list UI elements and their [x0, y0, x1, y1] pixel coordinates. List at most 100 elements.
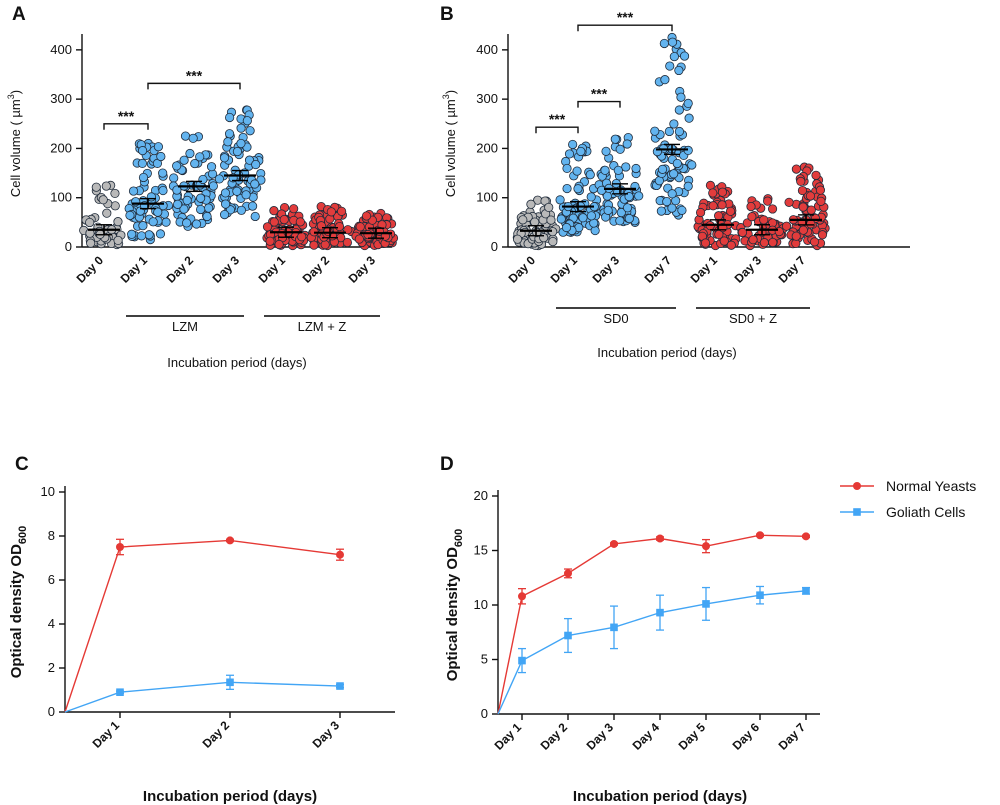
- data-point: [562, 183, 572, 194]
- data-point: [202, 211, 212, 222]
- significance-bracket: [103, 123, 149, 130]
- data-point: [622, 139, 632, 149]
- data-point: [708, 188, 718, 198]
- data-point: [674, 126, 685, 137]
- data-point: [695, 207, 706, 218]
- data-point: [805, 191, 816, 201]
- y-tick-label-C: 2: [48, 660, 55, 675]
- data-point: [236, 123, 246, 133]
- data-point: [232, 186, 242, 196]
- data-point: [244, 155, 255, 165]
- x-tick-label-B: Day 3: [590, 253, 623, 286]
- dot-group-B-1: [512, 195, 561, 251]
- data-point: [657, 164, 668, 174]
- data-point: [726, 240, 736, 250]
- data-point: [219, 153, 230, 163]
- data-point: [226, 678, 234, 687]
- data-point: [241, 190, 251, 200]
- y-axis-label-part: Cell volume ( µm: [443, 99, 458, 197]
- data-point: [242, 116, 252, 126]
- x-tick-label-A: Day 1: [256, 253, 289, 286]
- data-point: [713, 211, 724, 221]
- x-axis-label-B: Incubation period (days): [597, 345, 736, 360]
- legend-label: Goliath Cells: [886, 504, 965, 520]
- data-point: [677, 205, 687, 215]
- x-tick-label-A: Day 2: [164, 253, 197, 286]
- data-point: [153, 207, 163, 217]
- data-point: [600, 165, 610, 175]
- dot-group-A-6: [306, 201, 356, 251]
- data-point: [759, 238, 769, 248]
- data-point: [667, 37, 678, 47]
- data-point: [621, 162, 631, 172]
- y-tick-label-A: 400: [50, 42, 72, 57]
- data-point: [136, 231, 147, 241]
- legend: Normal Yeasts Goliath Cells: [840, 478, 976, 520]
- data-point: [798, 202, 808, 212]
- data-point: [586, 211, 597, 221]
- data-point: [624, 213, 634, 224]
- data-point: [683, 181, 693, 191]
- x-axis-label-A: Incubation period (days): [167, 355, 306, 370]
- x-tick-label-B: Day 1: [688, 253, 721, 286]
- data-point: [725, 206, 736, 216]
- data-point: [615, 216, 625, 226]
- y-axis-label-B: Cell volume ( µm3): [441, 90, 458, 197]
- data-point: [265, 236, 275, 246]
- data-point: [815, 185, 826, 195]
- data-point: [702, 542, 710, 551]
- data-point: [705, 180, 716, 190]
- data-point: [802, 587, 810, 595]
- data-point: [336, 682, 344, 690]
- data-point: [113, 235, 123, 246]
- data-point: [236, 138, 246, 149]
- panel-label-c: C: [15, 454, 29, 475]
- data-point: [746, 201, 756, 212]
- x-tick-label-D: Day 3: [584, 720, 617, 753]
- data-point: [148, 217, 158, 227]
- data-point: [279, 215, 289, 225]
- data-point: [179, 155, 189, 165]
- data-point: [220, 188, 231, 198]
- data-point: [289, 204, 299, 214]
- data-point: [116, 543, 124, 551]
- data-point: [610, 134, 620, 144]
- significance-label: ***: [591, 86, 608, 102]
- data-point: [326, 207, 336, 217]
- data-point: [784, 197, 794, 207]
- x-tick-label-B: Day 7: [776, 253, 809, 286]
- data-point: [530, 217, 540, 227]
- data-point: [169, 173, 179, 183]
- data-point: [138, 172, 149, 183]
- data-point: [806, 205, 816, 215]
- data-point: [708, 201, 718, 211]
- x-tick-label-B: Day 7: [642, 253, 675, 286]
- y-tick-label-B: 100: [476, 190, 498, 205]
- data-point: [756, 531, 764, 540]
- x-tick-label-B: Day 3: [732, 253, 765, 286]
- data-point: [568, 139, 578, 150]
- y-axis-label-part: Cell volume ( µm: [8, 99, 23, 197]
- dot-group-B-4: [650, 32, 697, 220]
- y-axis-label-part: ): [8, 90, 23, 94]
- data-point: [206, 162, 217, 172]
- x-tick-label-A: Day 1: [118, 253, 151, 286]
- data-point: [223, 137, 233, 147]
- y-tick-label-B: 300: [476, 91, 498, 106]
- y-tick-label-B: 200: [476, 140, 498, 155]
- significance-label: ***: [186, 67, 203, 83]
- data-point: [354, 234, 364, 244]
- x-tick-label-B: Day 1: [548, 253, 581, 286]
- data-point: [748, 235, 758, 245]
- data-point: [185, 148, 195, 159]
- data-point: [687, 160, 697, 170]
- panel-label-b: B: [440, 4, 454, 25]
- data-point: [334, 221, 345, 232]
- data-point: [622, 203, 633, 213]
- significance-bracket: [577, 24, 673, 32]
- series-line-normal-yeasts: [64, 539, 341, 713]
- data-point: [156, 151, 166, 162]
- data-point: [195, 152, 205, 162]
- data-point: [196, 193, 206, 203]
